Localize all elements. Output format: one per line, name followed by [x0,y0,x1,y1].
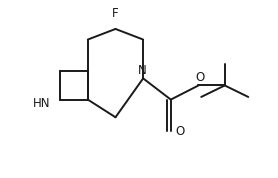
Text: F: F [112,7,119,20]
Text: N: N [137,64,146,77]
Text: HN: HN [33,97,50,110]
Text: O: O [176,125,185,138]
Text: O: O [195,71,205,84]
